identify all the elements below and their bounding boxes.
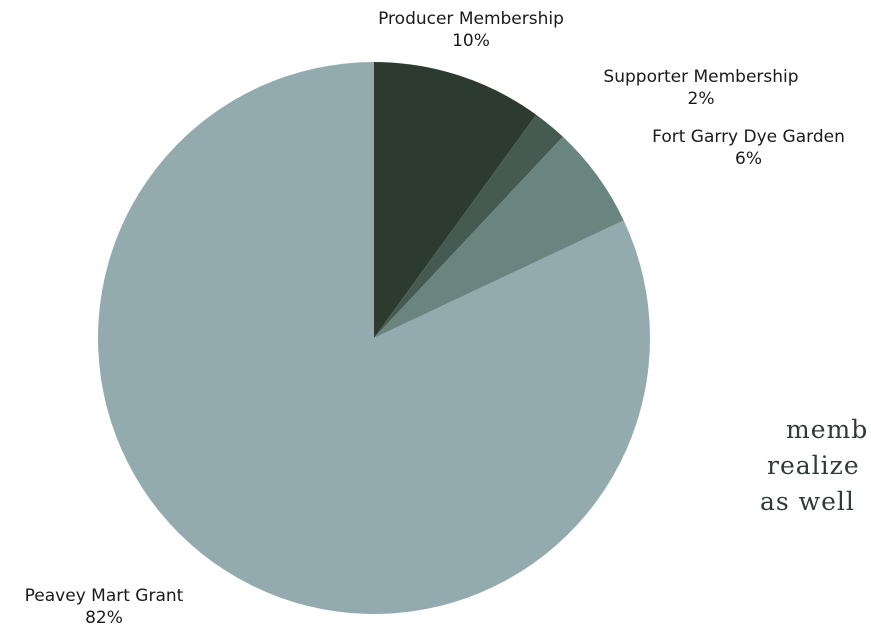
- slice-percent: 6%: [735, 149, 762, 169]
- slice-label-fort-garry-dye-garden: Fort Garry Dye Garden 6%: [626, 126, 871, 170]
- slice-percent: 2%: [687, 89, 715, 109]
- slice-label-supporter-membership: Supporter Membership 2%: [556, 66, 846, 110]
- slice-name: Producer Membership: [378, 9, 564, 29]
- pie-slice-peavey-mart-grant: [98, 62, 651, 615]
- background-text-line: realize: [767, 451, 860, 480]
- pie-slice-producer-membership: [374, 62, 537, 338]
- slice-name: Peavey Mart Grant: [24, 586, 184, 606]
- slice-label-peavey-mart-grant: Peavey Mart Grant 82%: [0, 585, 208, 629]
- background-text-line: as well: [760, 487, 855, 516]
- slice-name: Fort Garry Dye Garden: [652, 127, 845, 147]
- slice-label-producer-membership: Producer Membership 10%: [326, 8, 616, 52]
- slice-name: Supporter Membership: [603, 67, 799, 87]
- background-text: memb realize as well: [750, 412, 868, 520]
- pie-slice-supporter-membership: [374, 114, 563, 339]
- pie-slice-fort-garry-dye-garden: [374, 136, 624, 338]
- slice-percent: 82%: [85, 608, 123, 628]
- slice-percent: 10%: [452, 31, 490, 51]
- background-text-line: memb: [786, 415, 869, 444]
